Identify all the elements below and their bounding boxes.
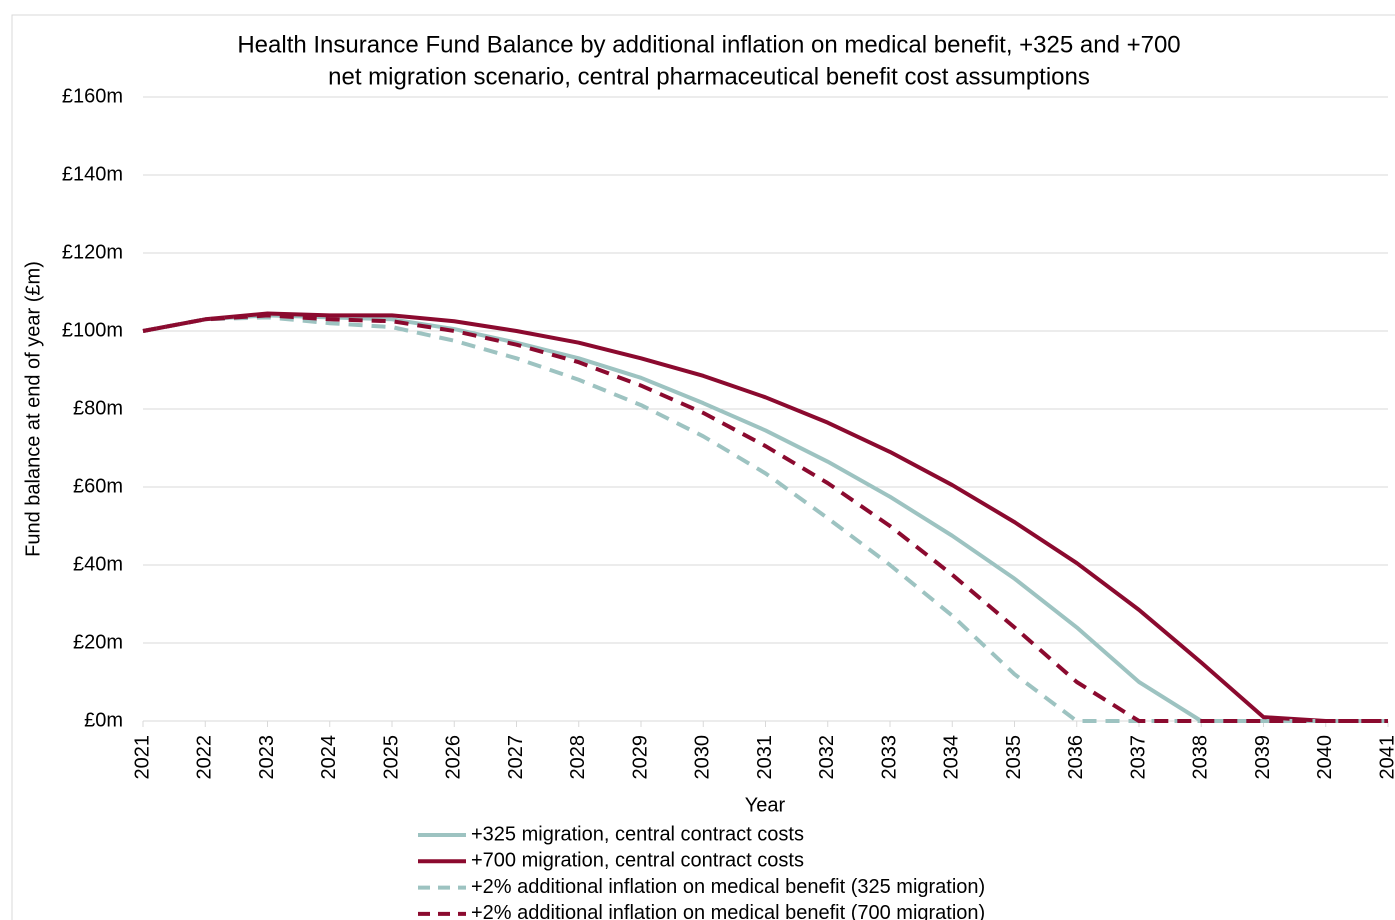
x-tick-label: 2030 [692, 735, 714, 780]
x-tick-label: 2021 [131, 735, 153, 780]
y-tick-label: £40m [73, 553, 123, 575]
legend-label: +325 migration, central contract costs [471, 823, 804, 845]
x-axis-label: Year [745, 794, 786, 816]
y-axis-label: Fund balance at end of year (£m) [22, 261, 44, 557]
x-tick-label: 2027 [505, 735, 527, 780]
x-tick-label: 2036 [1065, 735, 1087, 780]
legend-label: +2% additional inflation on medical bene… [471, 902, 985, 920]
x-tick-label: 2022 [194, 735, 216, 780]
x-tick-label: 2039 [1252, 735, 1274, 780]
x-tick-label: 2033 [878, 735, 900, 780]
x-tick-label: 2032 [816, 735, 838, 780]
x-tick-label: 2038 [1190, 735, 1212, 780]
legend-label: +2% additional inflation on medical bene… [471, 876, 985, 898]
y-tick-label: £20m [73, 631, 123, 653]
y-tick-label: £140m [62, 163, 123, 185]
x-tick-label: 2031 [754, 735, 776, 780]
y-tick-label: £80m [73, 397, 123, 419]
chart-title: net migration scenario, central pharmace… [328, 63, 1090, 90]
x-tick-label: 2035 [1003, 735, 1025, 780]
y-tick-label: £160m [62, 85, 123, 107]
legend-label: +700 migration, central contract costs [471, 850, 804, 872]
x-tick-label: 2037 [1127, 735, 1149, 780]
x-tick-label: 2025 [380, 735, 402, 780]
x-tick-label: 2041 [1376, 735, 1395, 780]
x-tick-label: 2028 [567, 735, 589, 780]
series-line [142, 313, 1388, 723]
x-tick-label: 2023 [256, 735, 278, 780]
x-tick-label: 2029 [629, 735, 651, 780]
x-tick-label: 2034 [941, 735, 963, 780]
y-tick-label: £0m [84, 709, 123, 731]
y-tick-label: £120m [62, 241, 123, 263]
x-tick-label: 2040 [1314, 735, 1336, 780]
chart-frame [11, 14, 1395, 920]
y-tick-label: £100m [62, 319, 123, 341]
x-tick-label: 2024 [318, 735, 340, 780]
series-line [142, 311, 1388, 723]
y-tick-label: £60m [73, 475, 123, 497]
x-tick-label: 2026 [443, 735, 465, 780]
chart-title: Health Insurance Fund Balance by additio… [237, 31, 1180, 58]
